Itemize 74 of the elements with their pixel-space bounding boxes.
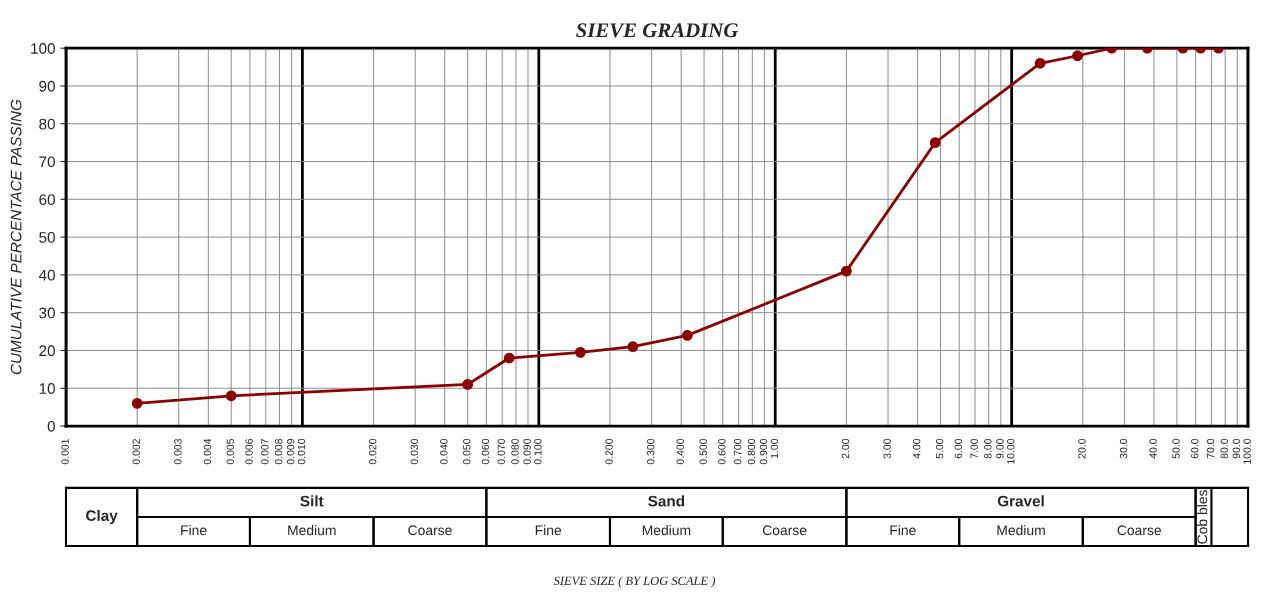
x-tick-label: 0.003 [174, 438, 182, 465]
x-tick-label: 0.600 [718, 438, 726, 465]
y-tick-label: 20 [39, 345, 55, 357]
y-tick-label: 80 [39, 118, 55, 130]
x-tick-label: 0.900 [759, 438, 768, 465]
text: Medium [642, 524, 691, 536]
x-tick-label: 0.004 [203, 438, 212, 465]
x-tick-label: 0.007 [261, 439, 269, 465]
text: Cob bles [1197, 490, 1208, 544]
text: Clay [86, 509, 118, 525]
x-tick-label: 10.00 [1007, 438, 1015, 464]
text: Gravel [997, 495, 1044, 507]
text: Fine [181, 524, 207, 536]
x-tick-label: 0.060 [481, 438, 490, 465]
y-tick-label: 10 [39, 383, 55, 394]
x-tick-label: 20.0 [1078, 438, 1086, 459]
text: Coarse [408, 525, 452, 536]
x-tick-label: 2.00 [841, 438, 850, 459]
x-tick-label: 0.200 [605, 438, 613, 465]
x-tick-label: 0.030 [410, 438, 418, 465]
y-tick-label: 40 [38, 269, 55, 281]
x-tick-label: 0.002 [132, 439, 140, 465]
x-tick-label: 0.020 [368, 438, 377, 465]
x-tick-label: 6.00 [954, 438, 962, 459]
x-tick-label: 60.0 [1191, 438, 1199, 459]
x-tick-label: 0.005 [226, 438, 235, 465]
text: Fine [890, 524, 916, 536]
x-tick-label: 0.400 [676, 438, 684, 465]
x-tick-label: 9.00 [996, 438, 1004, 459]
text: SIEVE SIZE ( BY LOG SCALE ) [553, 576, 716, 588]
text: Sand [648, 495, 685, 507]
x-tick-label: 3.00 [883, 438, 891, 459]
x-tick-label: 30.0 [1119, 438, 1128, 459]
chart-title: SIEVE GRADING [576, 23, 739, 38]
y-tick-label: 0 [47, 420, 55, 432]
y-tick-label: 100 [31, 43, 55, 54]
x-tick-label: 7.00 [970, 438, 978, 459]
x-tick-label: 1.00 [770, 438, 779, 458]
x-tick-label: 0.006 [245, 438, 253, 465]
x-tick-label: 0.070 [497, 438, 505, 465]
x-tick-label: 0.009 [287, 439, 295, 465]
x-tick-label: 4.00 [912, 438, 921, 459]
x-tick-label: 80.0 [1220, 438, 1228, 459]
y-axis-title: CUMULATIVE PERCENTACE PASSING [10, 99, 22, 375]
y-tick-label: 70 [39, 156, 55, 168]
y-tick-label: 50 [39, 231, 55, 243]
text: Coarse [1117, 525, 1161, 536]
x-tick-label: 0.001 [61, 439, 69, 465]
y-tick-label: 30 [39, 307, 55, 319]
x-tick-label: 0.800 [747, 438, 756, 465]
x-tick-label: 90.0 [1232, 438, 1241, 459]
y-tick-label: 60 [39, 194, 55, 206]
text: Medium [997, 524, 1045, 536]
x-tick-label: 0.080 [511, 438, 519, 465]
x-tick-label: 70.0 [1206, 438, 1215, 459]
x-tick-label: 0.008 [274, 438, 283, 465]
x-tick-label: 0.100 [534, 438, 542, 465]
x-tick-label: 0.700 [734, 438, 742, 465]
x-tick-label: 0.010 [297, 438, 306, 465]
x-tick-label: 5.00 [935, 438, 944, 459]
x-tick-label: 0.300 [647, 438, 655, 465]
x-tick-label: 0.500 [699, 438, 707, 465]
x-tick-label: 0.040 [440, 438, 448, 465]
x-tick-label: 40.0 [1149, 438, 1157, 459]
x-tick-label: 8.00 [984, 438, 992, 459]
y-tick-label: 90 [39, 80, 55, 92]
text: Silt [300, 495, 324, 507]
text: Medium [288, 524, 336, 536]
x-tick-label: 0.090 [523, 438, 531, 465]
x-tick-label: 0.050 [463, 438, 471, 465]
text: Coarse [762, 525, 807, 536]
text: Fine [535, 524, 562, 536]
x-tick-label: 50.0 [1172, 438, 1180, 459]
x-tick-label: 100.0 [1243, 438, 1251, 464]
